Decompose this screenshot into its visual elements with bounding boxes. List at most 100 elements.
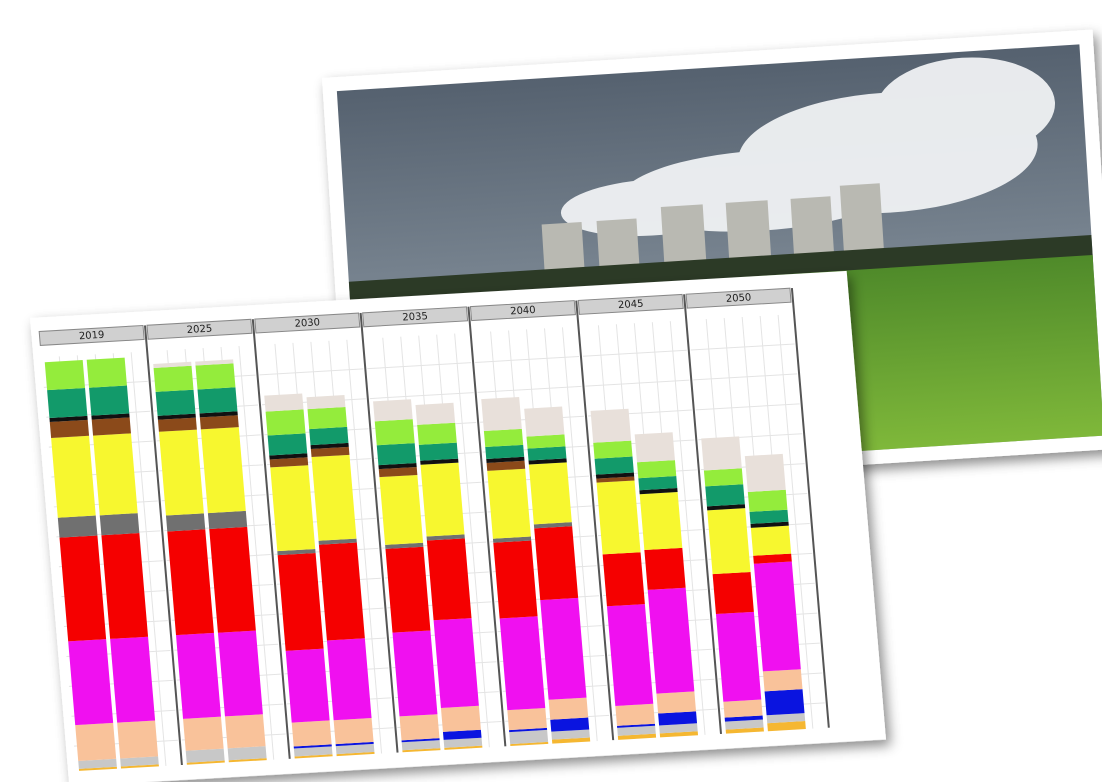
- bar-segment: [593, 440, 633, 459]
- bar-segment: [550, 717, 590, 732]
- panel-border: [790, 288, 830, 728]
- bar-segment: [596, 480, 641, 555]
- grid-line: [475, 355, 579, 363]
- bar-segment: [333, 718, 374, 745]
- bar-segment: [417, 422, 457, 445]
- bar-segment: [49, 415, 88, 423]
- bar-segment: [418, 442, 459, 461]
- grid-line: [454, 333, 490, 748]
- bar-segment: [224, 714, 266, 749]
- bar-segment: [153, 361, 192, 368]
- bar-segment: [379, 474, 424, 545]
- bar-segment: [176, 632, 221, 719]
- bar-segment: [110, 636, 156, 723]
- bar-segment: [335, 743, 375, 755]
- bar-segment: [167, 529, 214, 636]
- bar-segment: [165, 513, 206, 532]
- bar-segment: [318, 538, 357, 545]
- panel-header: [38, 324, 145, 346]
- bar-segment: [510, 741, 549, 747]
- bar-segment: [606, 604, 654, 706]
- bar-segment: [117, 720, 159, 759]
- bar-segment: [659, 731, 699, 738]
- bar-segment: [749, 509, 789, 524]
- bar-segment: [185, 748, 225, 763]
- bar-segment: [602, 552, 645, 607]
- grid-line: [669, 321, 706, 735]
- bar-segment: [217, 630, 263, 717]
- bar-segment: [509, 729, 549, 745]
- bar-segment: [277, 548, 316, 556]
- bar-segment: [392, 630, 438, 717]
- bar-segment: [750, 525, 792, 556]
- bar-segment: [596, 476, 635, 483]
- bar-segment: [120, 756, 159, 767]
- grid-line: [367, 362, 472, 370]
- bar-segment: [86, 357, 127, 388]
- bar-segment: [701, 436, 742, 471]
- bar-segment: [318, 542, 365, 641]
- bar-segment: [57, 515, 98, 538]
- bar-segment: [285, 648, 330, 723]
- bar-segment: [153, 365, 194, 392]
- bar-segment: [336, 751, 375, 757]
- grid-line: [369, 392, 474, 400]
- bar-segment: [78, 766, 118, 771]
- bar-segment: [294, 754, 333, 759]
- bar-segment: [526, 434, 566, 449]
- bar-segment: [594, 456, 634, 475]
- bar-segment: [227, 746, 267, 761]
- grid-line: [695, 403, 800, 411]
- bar-segment: [724, 715, 763, 722]
- bar-segment: [99, 513, 140, 536]
- bar-segment: [293, 746, 333, 757]
- bar-segment: [199, 415, 239, 430]
- bar-segment: [401, 738, 440, 743]
- bar-segment: [44, 360, 86, 391]
- bar-segment: [373, 399, 413, 422]
- bar-segment: [527, 446, 567, 461]
- bar-segment: [533, 522, 573, 529]
- bar-segment: [47, 387, 88, 419]
- bar-segment: [157, 417, 197, 432]
- chart-card: 2019 2025 2030 2035 2040 2045 2050: [30, 270, 886, 782]
- bar-segment: [507, 707, 547, 731]
- bar-segment: [617, 725, 656, 736]
- bar-segment: [644, 547, 686, 590]
- bar-segment: [707, 508, 751, 575]
- bar-segment: [590, 408, 632, 443]
- grid-line: [346, 339, 383, 754]
- bar-segment: [51, 435, 96, 518]
- bar-segment: [264, 393, 304, 412]
- bar-segment: [399, 714, 440, 741]
- bar-segment: [306, 395, 346, 410]
- bar-segment: [420, 458, 459, 465]
- grid-line: [238, 345, 275, 760]
- panel-header: [577, 293, 684, 315]
- bar-segment: [49, 419, 90, 438]
- bar-segment: [486, 460, 526, 471]
- bar-segment: [426, 534, 465, 541]
- bar-segment: [89, 385, 130, 416]
- bar-segment: [658, 711, 698, 726]
- bar-segment: [310, 442, 349, 450]
- bar-segment: [267, 433, 308, 456]
- bar-segment: [265, 409, 306, 436]
- panel-header: [146, 318, 253, 340]
- bar-segment: [402, 748, 441, 753]
- bar-segment: [269, 457, 309, 468]
- bar-segment: [703, 468, 744, 487]
- bar-segment: [155, 389, 196, 416]
- bar-segment: [311, 454, 357, 541]
- bar-segment: [199, 411, 238, 418]
- bar-segment: [705, 484, 745, 507]
- bar-segment: [638, 476, 678, 491]
- bar-segment: [195, 363, 236, 390]
- panel-header: [685, 287, 792, 309]
- bar-segment: [376, 443, 417, 466]
- bar-segment: [724, 719, 764, 730]
- bar-segment: [270, 465, 316, 552]
- bar-segment: [426, 538, 472, 621]
- bar-segment: [378, 462, 417, 470]
